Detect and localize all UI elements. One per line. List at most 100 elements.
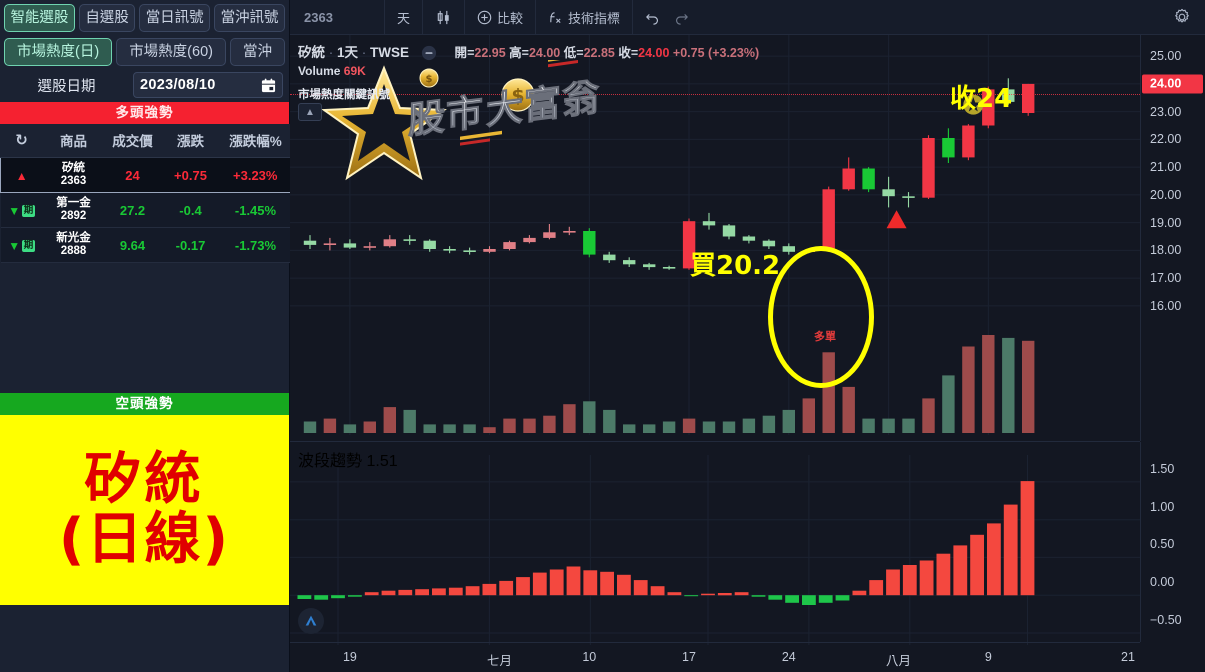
fx-icon [548,10,563,25]
pane-collapse-button[interactable]: ▲ [298,103,322,121]
tradingview-logo-button[interactable] [298,608,324,634]
lower-axis-tick: −0.50 [1150,613,1182,627]
date-picker-input[interactable]: 2023/08/10 [133,72,283,98]
row-change: +0.75 [160,157,221,193]
row-product-cell: 矽統 2363 [42,157,105,193]
time-axis-tick: 10 [582,650,597,664]
tab-daytrade-signals[interactable]: 當沖訊號 [214,4,285,32]
redo-button[interactable] [669,0,701,35]
chart-canvas-area[interactable]: $ $ 股市 大富翁 矽統 · 1天 · TWSE [290,35,1205,672]
row-direction-cell: ▼ 期 [0,227,43,263]
col-header-price: 成交價 [104,124,161,158]
chart-type-button[interactable] [423,0,466,35]
refresh-icon[interactable]: ↻ [15,132,28,149]
row-code: 2892 [60,210,87,222]
row-price: 27.2 [104,192,161,228]
row-change: -0.4 [160,192,221,228]
row-name: 新光金 [56,232,91,244]
candlestick-plot [290,35,1140,435]
price-axis-tick: 25.00 [1150,49,1182,64]
price-axis-tick: 20.00 [1150,187,1182,202]
bull-strength-band: 多頭強勢 [0,102,289,124]
interval-button[interactable]: 天 [385,0,424,35]
quote-table-header-row: ↻ 商品 成交價 漲跌 漲跌幅% [0,124,291,158]
highlight-card: 矽統 (日線) [0,415,289,605]
futures-badge: 期 [22,240,35,253]
time-axis-tick: 19 [342,650,357,664]
col-header-change: 漲跌 [160,124,221,158]
chart-toolbar: 2363 天 [290,0,1205,35]
current-price-line [290,94,1140,95]
futures-badge: 期 [22,205,35,218]
time-axis-tick: 21 [1121,650,1135,664]
quote-table: ↻ 商品 成交價 漲跌 漲跌幅% ▲ 矽統 2363 24 +0.75 +3.2… [0,124,291,263]
row-change-pct: +3.23% [220,157,291,193]
row-product-cell: 第一金 2892 [42,192,105,228]
secondary-tab-row: 市場熱度(日) 市場熱度(60) 當沖 [0,34,289,68]
pane-divider [290,441,1140,442]
compare-button[interactable]: 比較 [465,0,537,35]
row-direction-cell: ▼ 期 [0,192,43,228]
primary-tab-row: 智能選股 自選股 當日訊號 當沖訊號 [0,0,289,34]
tab-watchlist[interactable]: 自選股 [78,4,136,32]
bear-strength-band: 空頭強勢 [0,393,289,415]
tab-market-heat-daily[interactable]: 市場熱度(日) [4,38,113,66]
refresh-button[interactable]: ↻ [0,124,43,158]
candlestick-icon [435,9,452,26]
plus-circle-icon [477,10,492,25]
tab-daytrade[interactable]: 當沖 [230,38,286,66]
row-code: 2363 [60,175,87,187]
lower-study-axis[interactable]: 1.50 1.00 0.50 0.00 −0.50 [1140,442,1205,642]
date-picker-row: 選股日期 2023/08/10 [0,68,289,102]
time-axis-tick: 9 [984,650,992,664]
table-row[interactable]: ▲ 矽統 2363 24 +0.75 +3.23% [0,157,291,193]
triangle-down-icon: ▼ [8,238,21,253]
gear-icon [1173,8,1191,26]
undo-button[interactable] [633,0,669,35]
calendar-icon[interactable] [261,78,276,93]
price-axis-tick: 23.00 [1150,104,1182,119]
indicators-label: 技術指標 [568,10,621,26]
price-axis[interactable]: 25.00 23.00 22.00 21.00 20.00 19.00 18.00 17.00… [1140,35,1205,441]
date-picker-label: 選股日期 [37,78,96,95]
tab-daily-signals[interactable]: 當日訊號 [139,4,211,32]
row-change: -0.17 [160,227,221,263]
row-price: 9.64 [104,227,161,263]
price-axis-tick: 21.00 [1150,160,1182,175]
lower-axis-tick: 0.00 [1150,575,1175,590]
price-axis-tick: 17.00 [1150,271,1182,286]
price-axis-tick: 16.00 [1150,298,1182,313]
table-row[interactable]: ▼ 期 第一金 2892 27.2 -0.4 -1.45% [0,192,291,228]
chart-settings-button[interactable] [1159,0,1205,35]
price-axis-tick: 22.00 [1150,132,1182,147]
sidebar-footer [0,605,289,672]
price-axis-tick: 19.00 [1150,215,1182,230]
time-axis-tick: 24 [781,650,796,664]
wave-trend-histogram [290,455,1140,645]
time-axis[interactable]: 19 七月 10 17 24 八月 9 21 [290,642,1140,672]
col-header-change-pct: 漲跌幅% [220,124,291,158]
symbol-search-button[interactable]: 2363 [290,0,385,35]
time-axis-tick: 八月 [885,654,912,668]
redo-icon [673,9,689,25]
quote-table-empty-space [0,263,289,393]
tab-market-heat-60[interactable]: 市場熱度(60) [116,38,226,66]
current-price-label: 24.00 [1142,74,1203,94]
table-row[interactable]: ▼ 期 新光金 2888 9.64 -0.17 -1.73% [0,227,291,263]
row-change-pct: -1.73% [220,227,291,263]
lower-axis-tick: 1.00 [1150,499,1175,514]
triangle-up-icon: ▲ [15,168,28,183]
tab-smart-stock-picker[interactable]: 智能選股 [4,4,75,32]
row-direction-cell: ▲ [0,157,43,193]
row-product-cell: 新光金 2888 [42,227,105,263]
chevron-up-icon: ▲ [305,106,315,118]
row-name: 矽統 [62,162,85,174]
tradingview-icon [303,613,319,629]
col-header-product: 商品 [42,124,105,158]
time-axis-tick: 七月 [486,654,513,668]
indicators-button[interactable]: 技術指標 [536,0,634,35]
date-picker-value: 2023/08/10 [140,77,216,93]
price-axis-tick: 18.00 [1150,243,1182,258]
highlight-card-line2: (日線) [58,507,231,572]
